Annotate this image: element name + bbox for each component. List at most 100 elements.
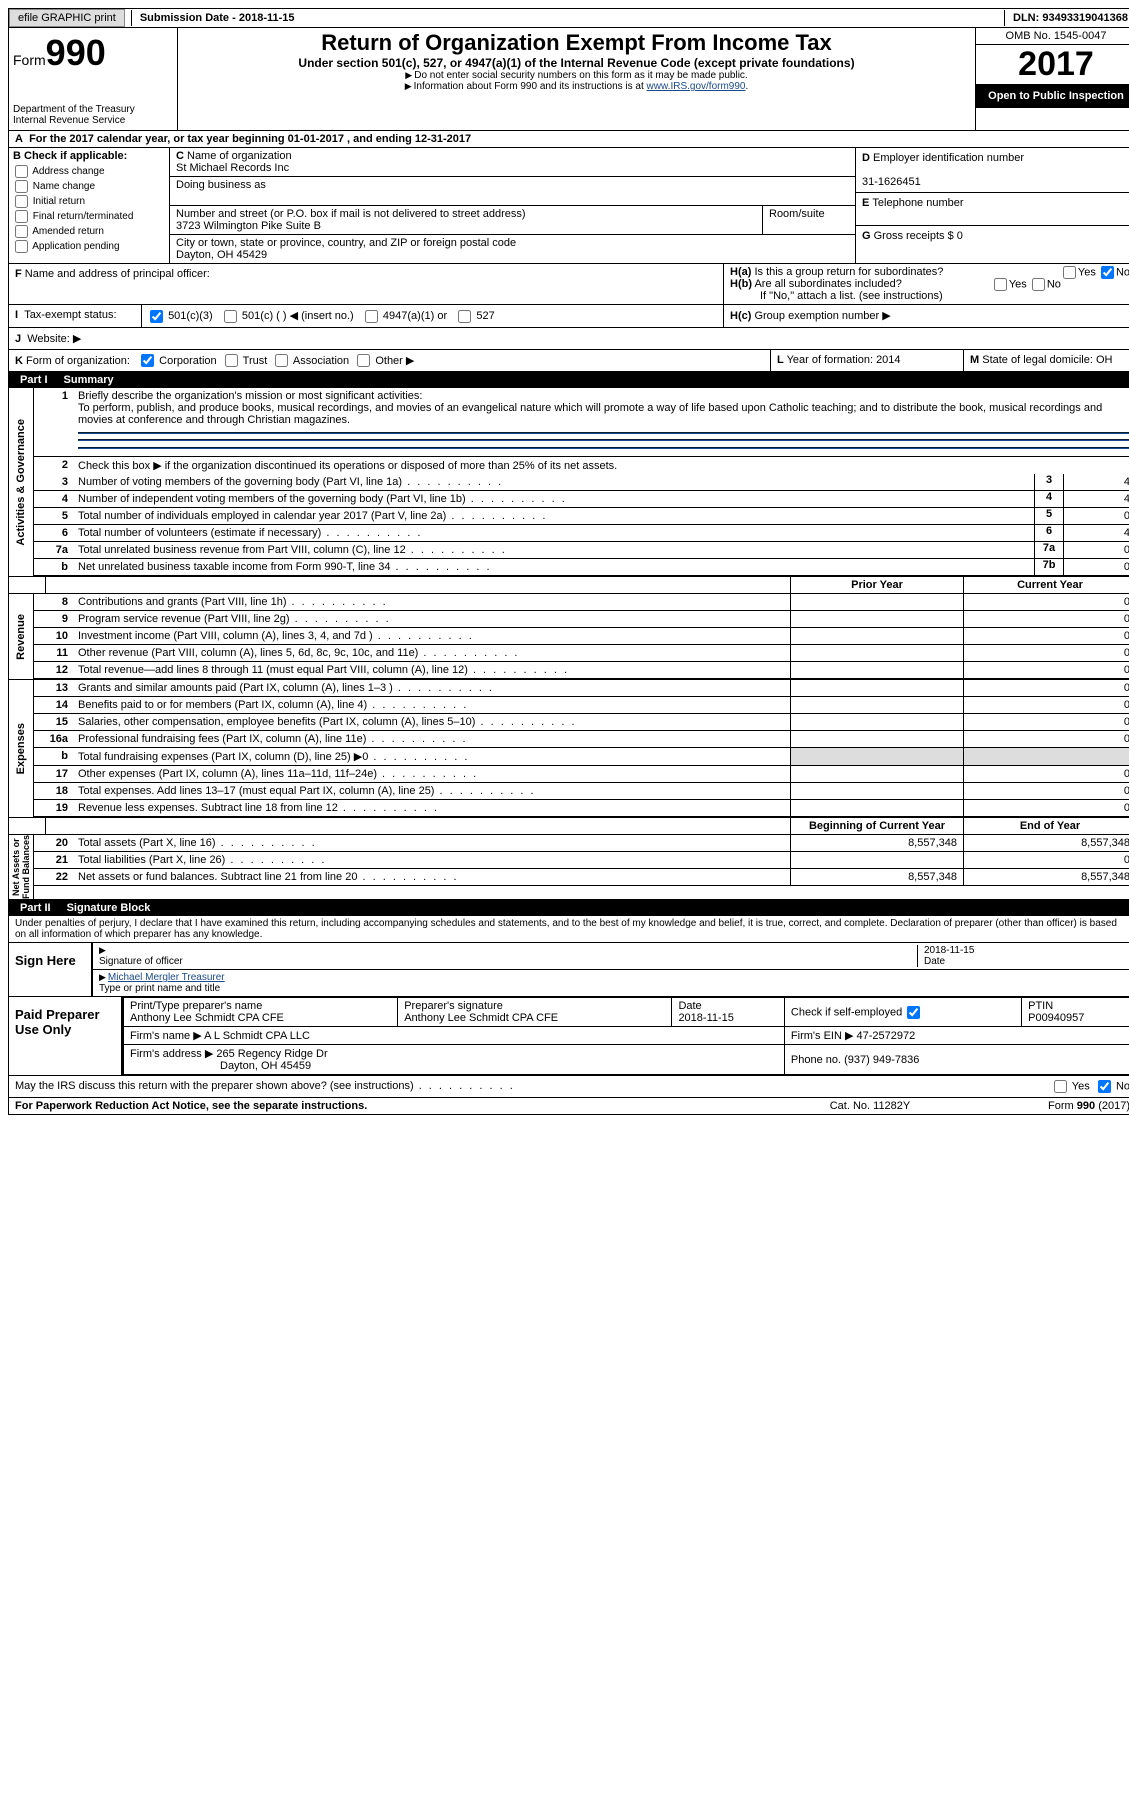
form-id-block: Form990 Department of the Treasury Inter… (9, 28, 178, 130)
activities-governance-label: Activities & Governance (15, 419, 27, 546)
table-row: 9Program service revenue (Part VIII, lin… (34, 611, 1129, 628)
prep-name: Print/Type preparer's nameAnthony Lee Sc… (124, 998, 398, 1027)
name-change-checkbox[interactable]: Name change (9, 179, 169, 194)
street-box: Number and street (or P.O. box if mail i… (170, 206, 763, 234)
table-row: 10Investment income (Part VIII, column (… (34, 628, 1129, 645)
beg-year-header: Beginning of Current Year (790, 818, 963, 834)
line-3: Number of voting members of the governin… (74, 474, 1034, 490)
row-a-tax-year: A For the 2017 calendar year, or tax yea… (8, 131, 1129, 148)
line-2: Check this box ▶ if the organization dis… (74, 457, 1129, 474)
prep-sig: Preparer's signatureAnthony Lee Schmidt … (398, 998, 672, 1027)
firm-address: Firm's address ▶ 265 Regency Ridge DrDay… (124, 1045, 785, 1075)
section-i-label: I Tax-exempt status: (9, 305, 142, 327)
paid-preparer-label: Paid Preparer Use Only (9, 997, 123, 1075)
501c-checkbox[interactable] (224, 310, 237, 323)
discuss-no-checkbox[interactable] (1098, 1080, 1111, 1093)
firm-phone: Phone no. (937) 949-7836 (784, 1045, 1129, 1075)
form-title-block: Return of Organization Exempt From Incom… (178, 28, 975, 130)
prep-self-employed: Check if self-employed (784, 998, 1021, 1027)
room-suite-box: Room/suite (763, 206, 855, 234)
footer-cat: Cat. No. 11282Y (770, 1100, 970, 1112)
prep-ptin: PTINP00940957 (1022, 998, 1129, 1027)
sign-here-label: Sign Here (9, 943, 93, 996)
table-row: 8Contributions and grants (Part VIII, li… (34, 594, 1129, 611)
table-row: 18Total expenses. Add lines 13–17 (must … (34, 783, 1129, 800)
dba-box: Doing business as (170, 177, 855, 206)
footer-form: Form 990 (2017) (970, 1100, 1129, 1112)
year-block: OMB No. 1545-0047 2017 Open to Public In… (975, 28, 1129, 130)
line-7a: Total unrelated business revenue from Pa… (74, 542, 1034, 558)
officer-name: Michael Mergler Treasurer (108, 972, 225, 983)
amended-return-checkbox[interactable]: Amended return (9, 224, 169, 239)
footer-left: For Paperwork Reduction Act Notice, see … (15, 1100, 770, 1112)
part-1-header: Part ISummary (8, 372, 1129, 388)
prep-date: Date2018-11-15 (672, 998, 784, 1027)
efile-print-button[interactable]: efile GRAPHIC print (9, 9, 125, 27)
line-5: Total number of individuals employed in … (74, 508, 1034, 524)
revenue-label: Revenue (15, 614, 27, 660)
top-bar: efile GRAPHIC print Submission Date - 20… (8, 8, 1129, 28)
firm-name: Firm's name ▶ A L Schmidt CPA LLC (124, 1027, 785, 1045)
line-7b: Net unrelated business taxable income fr… (74, 559, 1034, 575)
hb-no-checkbox[interactable] (1032, 278, 1045, 291)
org-name-box: C Name of organizationSt Michael Records… (170, 148, 855, 177)
ha-yes-checkbox[interactable] (1063, 266, 1076, 279)
sig-officer-label: Signature of officer (99, 956, 183, 967)
sig-date: 2018-11-15 (924, 945, 974, 956)
dln: DLN: 93493319041368 (1004, 10, 1129, 26)
trust-checkbox[interactable] (225, 354, 238, 367)
line-6: Total number of volunteers (estimate if … (74, 525, 1034, 541)
ha-no-checkbox[interactable] (1101, 266, 1114, 279)
discuss-question: May the IRS discuss this return with the… (15, 1080, 1052, 1093)
firm-ein: Firm's EIN ▶ 47-2572972 (784, 1027, 1129, 1045)
table-row: 12Total revenue—add lines 8 through 11 (… (34, 662, 1129, 679)
principal-officer-box: F Name and address of principal officer: (9, 264, 724, 304)
discuss-yes-checkbox[interactable] (1054, 1080, 1067, 1093)
addr-change-checkbox[interactable]: Address change (9, 164, 169, 179)
part-2-header: Part IISignature Block (8, 900, 1129, 916)
corp-checkbox[interactable] (141, 354, 154, 367)
table-row: 17Other expenses (Part IX, column (A), l… (34, 766, 1129, 783)
section-k-form-org: K Form of organization: Corporation Trus… (9, 350, 771, 372)
table-row: 19Revenue less expenses. Subtract line 1… (34, 800, 1129, 817)
current-year-header: Current Year (963, 577, 1129, 593)
line-1-mission: Briefly describe the organization's miss… (74, 388, 1129, 456)
penalty-statement: Under penalties of perjury, I declare th… (8, 916, 1129, 943)
end-year-header: End of Year (963, 818, 1129, 834)
year-formation: L Year of formation: 2014 (771, 350, 964, 372)
501c3-checkbox[interactable] (150, 310, 163, 323)
table-row: 22Net assets or fund balances. Subtract … (34, 869, 1129, 886)
initial-return-checkbox[interactable]: Initial return (9, 194, 169, 209)
city-box: City or town, state or province, country… (170, 235, 855, 263)
table-row: 16aProfessional fundraising fees (Part I… (34, 731, 1129, 748)
table-row: 14Benefits paid to or for members (Part … (34, 697, 1129, 714)
net-assets-label: Net Assets or Fund Balances (11, 835, 31, 899)
line-4: Number of independent voting members of … (74, 491, 1034, 507)
table-row: 21Total liabilities (Part X, line 26)0 (34, 852, 1129, 869)
instructions-link[interactable]: www.IRS.gov/form990 (647, 81, 746, 92)
527-checkbox[interactable] (458, 310, 471, 323)
submission-date-label: Submission Date - 2018-11-15 (131, 10, 303, 26)
ein-box: D Employer identification number31-16264… (856, 148, 1129, 193)
assoc-checkbox[interactable] (275, 354, 288, 367)
gross-receipts-box: G Gross receipts $ 0 (856, 226, 1129, 246)
table-row: bTotal fundraising expenses (Part IX, co… (34, 748, 1129, 766)
hc-group-exemption: H(c) Group exemption number ▶ (724, 305, 1129, 327)
prior-year-header: Prior Year (790, 577, 963, 593)
state-domicile: M State of legal domicile: OH (964, 350, 1129, 372)
telephone-box: E Telephone number (856, 193, 1129, 226)
self-employed-checkbox[interactable] (907, 1006, 920, 1019)
table-row: 15Salaries, other compensation, employee… (34, 714, 1129, 731)
tax-exempt-status: 501(c)(3) 501(c) ( ) ◀ (insert no.) 4947… (142, 305, 724, 327)
app-pending-checkbox[interactable]: Application pending (9, 239, 169, 254)
table-row: 11Other revenue (Part VIII, column (A), … (34, 645, 1129, 662)
section-h: H(a) Is this a group return for subordin… (724, 264, 1129, 304)
hb-yes-checkbox[interactable] (994, 278, 1007, 291)
section-j-website: J Website: ▶ (9, 328, 1129, 349)
expenses-label: Expenses (15, 723, 27, 774)
4947-checkbox[interactable] (365, 310, 378, 323)
table-row: 20Total assets (Part X, line 16)8,557,34… (34, 835, 1129, 852)
other-checkbox[interactable] (357, 354, 370, 367)
table-row: 13Grants and similar amounts paid (Part … (34, 680, 1129, 697)
final-return-checkbox[interactable]: Final return/terminated (9, 209, 169, 224)
